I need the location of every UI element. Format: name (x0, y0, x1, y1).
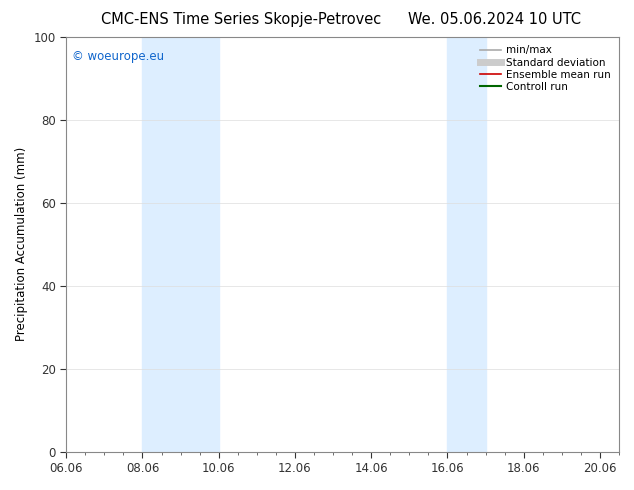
Bar (143, 37, 219, 452)
Text: CMC-ENS Time Series Skopje-Petrovec: CMC-ENS Time Series Skopje-Petrovec (101, 12, 381, 27)
Text: © woeurope.eu: © woeurope.eu (72, 49, 164, 63)
Bar (448, 37, 486, 452)
Y-axis label: Precipitation Accumulation (mm): Precipitation Accumulation (mm) (15, 147, 28, 342)
Legend: min/max, Standard deviation, Ensemble mean run, Controll run: min/max, Standard deviation, Ensemble me… (477, 42, 614, 95)
Text: We. 05.06.2024 10 UTC: We. 05.06.2024 10 UTC (408, 12, 581, 27)
